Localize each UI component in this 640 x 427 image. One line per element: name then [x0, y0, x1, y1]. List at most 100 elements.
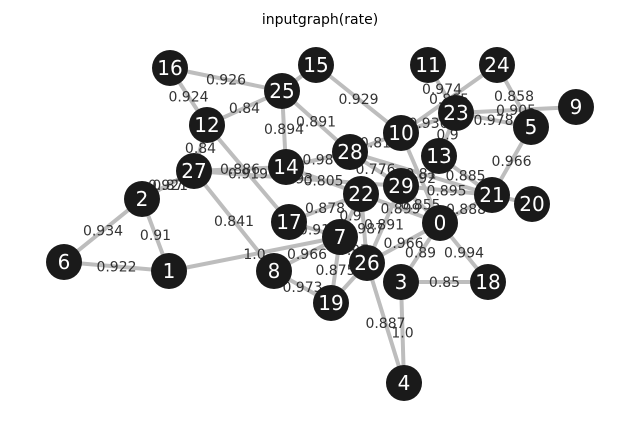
edge-label-22-0: 0.899 [380, 202, 420, 218]
node-circle-14 [268, 149, 304, 185]
node-circle-10 [383, 115, 419, 151]
node-label-26: 26 [354, 251, 379, 275]
edge-label-16-12: 0.924 [168, 90, 208, 106]
node-26: 26 [349, 245, 385, 281]
edge-label-16-25: 0.926 [206, 73, 246, 89]
node-16: 16 [152, 50, 188, 86]
node-label-28: 28 [337, 140, 362, 164]
node-label-2: 2 [136, 187, 149, 211]
node-label-10: 10 [388, 121, 413, 145]
node-circle-23 [438, 95, 474, 131]
node-label-3: 3 [395, 270, 408, 294]
edge-label-14-28: 0.98 [302, 153, 333, 169]
node-14: 14 [268, 149, 304, 185]
edge-label-29-26: 0.891 [364, 218, 404, 234]
node-label-12: 12 [194, 113, 219, 137]
edge-label-3-18: 0.85 [429, 275, 460, 291]
edge-label-8-19: 0.973 [282, 280, 322, 296]
node-label-5: 5 [525, 115, 538, 139]
edge-label-27-14: 0.886 [220, 162, 260, 178]
node-circle-18 [470, 264, 506, 300]
node-label-7: 7 [334, 225, 347, 249]
node-circle-24 [479, 47, 515, 83]
edge-label-28-10: 0.81 [360, 136, 391, 152]
edge-label-26-4: 0.887 [365, 316, 405, 332]
node-20: 20 [514, 186, 550, 222]
edge-28-21 [348, 150, 494, 197]
node-label-1: 1 [163, 259, 176, 283]
edge-16-25 [168, 66, 284, 93]
edge-label-5-21: 0.966 [491, 154, 531, 170]
node-label-9: 9 [570, 95, 583, 119]
node-circle-6 [46, 244, 82, 280]
node-10: 10 [383, 115, 419, 151]
edge-label-3-4: 1.0 [391, 326, 413, 342]
edge-label-29-21: 0.895 [426, 184, 466, 200]
node-circle-25 [264, 73, 300, 109]
node-label-11: 11 [415, 53, 440, 77]
node-label-25: 25 [269, 79, 294, 103]
node-label-22: 22 [348, 182, 373, 206]
node-23: 23 [438, 95, 474, 131]
node-24: 24 [479, 47, 515, 83]
node-circle-4 [386, 365, 422, 401]
edge-label-0-3: 0.89 [405, 246, 436, 262]
edge-label-15-10: 0.929 [338, 92, 378, 108]
node-label-23: 23 [443, 101, 468, 125]
edge-label-17-22: 0.878 [305, 201, 345, 217]
graph-title: inputgraph(rate) [262, 12, 378, 28]
node-label-14: 14 [273, 155, 298, 179]
node-circle-20 [514, 186, 550, 222]
edge-label-2-6: 0.934 [83, 224, 123, 240]
edge-label-1-7: 1.0 [243, 247, 265, 263]
node-circle-16 [152, 50, 188, 86]
node-circle-26 [349, 245, 385, 281]
node-label-15: 15 [303, 53, 328, 77]
edge-15-10 [314, 63, 403, 135]
node-label-27: 27 [181, 159, 206, 183]
edge-26-4 [365, 261, 406, 385]
node-11: 11 [410, 47, 446, 83]
node-label-6: 6 [58, 250, 71, 274]
node-label-21: 21 [479, 183, 504, 207]
node-18: 18 [470, 264, 506, 300]
edge-label-7-8: 0.966 [287, 247, 327, 263]
edge-label-11-23: 0.974 [422, 82, 462, 98]
node-circle-27 [176, 153, 212, 189]
node-7: 7 [322, 219, 358, 255]
node-label-13: 13 [426, 144, 451, 168]
node-27: 27 [176, 153, 212, 189]
node-13: 13 [421, 138, 457, 174]
node-label-0: 0 [434, 211, 447, 235]
node-19: 19 [313, 285, 349, 321]
node-circle-7 [322, 219, 358, 255]
node-label-29: 29 [388, 174, 413, 198]
edge-label-2-1: 0.91 [140, 228, 171, 244]
node-circle-3 [383, 264, 419, 300]
edge-1-7 [167, 235, 342, 273]
node-17: 17 [271, 204, 307, 240]
edge-label-2-27: 0.921 [148, 178, 188, 194]
node-circle-9 [558, 89, 594, 125]
edge-label-7-19: 0.875 [315, 263, 355, 279]
node-circle-28 [332, 134, 368, 170]
node-circle-17 [271, 204, 307, 240]
edge-label-0-21: 0.888 [446, 202, 486, 218]
edge-label-25-28: 0.891 [296, 115, 336, 131]
node-circle-13 [421, 138, 457, 174]
edge-label-25-12: 0.84 [229, 101, 260, 117]
edge-label-14-22: 0.805 [303, 174, 343, 190]
node-12: 12 [189, 107, 225, 143]
edge-label-0-18: 0.994 [444, 246, 484, 262]
node-label-20: 20 [519, 192, 544, 216]
edge-label-13-21: 0.885 [445, 169, 485, 185]
node-1: 1 [151, 253, 187, 289]
node-label-16: 16 [157, 56, 182, 80]
node-label-8: 8 [268, 259, 281, 283]
node-circle-8 [256, 253, 292, 289]
node-circle-29 [383, 168, 419, 204]
node-29: 29 [383, 168, 419, 204]
node-15: 15 [298, 47, 334, 83]
